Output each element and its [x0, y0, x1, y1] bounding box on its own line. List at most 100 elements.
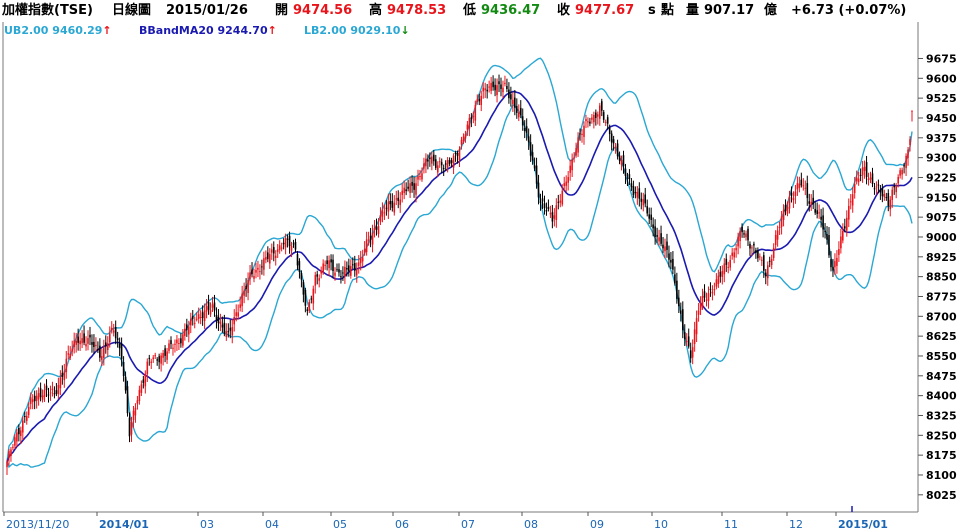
candle-body	[124, 377, 127, 391]
candle-body	[330, 259, 332, 263]
candle-body	[848, 205, 850, 220]
candle-body	[273, 247, 275, 254]
candle-body	[666, 241, 668, 250]
candle-body	[792, 197, 795, 201]
candle-body	[784, 205, 787, 212]
candle-body	[610, 133, 613, 143]
candle-body	[425, 158, 427, 167]
candle-body	[140, 384, 143, 393]
candle-body	[650, 214, 652, 220]
y-tick-label: 8025	[926, 489, 957, 502]
candle-body	[632, 186, 635, 195]
candle-body	[851, 194, 854, 206]
low-value: 9436.47	[481, 3, 541, 18]
candle-body	[158, 356, 160, 363]
candle-body	[871, 173, 874, 184]
y-tick-label: 9600	[926, 72, 957, 85]
candle-body	[678, 297, 680, 307]
candle-body	[59, 377, 62, 389]
candle-body	[415, 183, 417, 195]
candle-body	[658, 237, 660, 242]
legend-upper-band: UB2.00 9460.29↑	[4, 23, 112, 39]
candle-body	[745, 233, 747, 238]
candle-body	[790, 192, 793, 196]
candle-body	[298, 261, 301, 272]
candle-body	[361, 257, 364, 262]
candle-body	[859, 175, 862, 176]
candle-body	[338, 269, 340, 273]
candle-body	[579, 133, 581, 135]
candle-body	[318, 278, 320, 281]
candle-body	[383, 212, 386, 214]
candle-body	[324, 264, 326, 266]
candle-body	[723, 263, 726, 275]
candle-body	[85, 344, 87, 347]
candle-body	[812, 197, 814, 205]
candle-body	[680, 310, 682, 314]
y-tick-label: 9675	[926, 52, 957, 65]
candle-body	[814, 209, 816, 213]
candle-body	[885, 197, 888, 198]
candle-body	[431, 156, 433, 164]
candle-body	[168, 343, 170, 351]
candle-body	[110, 327, 113, 331]
candle-body	[788, 197, 791, 209]
candle-body	[413, 183, 415, 190]
candle-body	[93, 341, 95, 347]
candle-body	[490, 83, 492, 91]
candle-body	[510, 94, 512, 100]
candle-body	[310, 298, 313, 300]
candle-body	[241, 293, 243, 307]
candle-body	[846, 217, 848, 231]
candle-body	[743, 233, 745, 235]
candle-body	[842, 230, 844, 241]
candle-body	[573, 157, 575, 159]
candle-body	[561, 190, 564, 205]
candle-body	[87, 338, 89, 344]
candle-body	[114, 327, 117, 339]
candle-body	[259, 271, 261, 273]
candle-body	[883, 194, 886, 198]
candle-body	[591, 117, 593, 120]
candle-body	[152, 357, 154, 360]
y-tick-label: 9375	[926, 132, 957, 145]
candle-body	[138, 389, 141, 401]
candle-body	[452, 155, 455, 168]
candle-body	[190, 318, 192, 326]
candle-body	[571, 159, 573, 171]
candle-body	[759, 256, 761, 258]
candle-body	[53, 393, 56, 395]
candle-body	[707, 293, 710, 302]
candle-body	[504, 82, 506, 84]
candle-body	[589, 121, 591, 124]
candle-body	[99, 345, 101, 358]
candle-body	[336, 269, 338, 271]
candle-body	[541, 198, 544, 202]
candle-body	[709, 288, 712, 290]
candle-body	[12, 446, 14, 448]
candle-body	[73, 340, 75, 347]
candle-body	[387, 201, 390, 212]
candle-body	[136, 400, 139, 404]
candle-body	[225, 331, 228, 337]
candle-body	[798, 183, 801, 188]
candle-body	[282, 242, 285, 245]
candle-body	[877, 184, 880, 186]
candle-body	[223, 322, 226, 334]
candle-body	[105, 342, 107, 346]
candle-body	[616, 143, 619, 157]
high-label: 高	[369, 3, 383, 18]
y-tick-label: 8850	[926, 271, 957, 284]
candle-body	[824, 231, 826, 232]
x-tick-label: 2013/11/20	[6, 518, 69, 531]
candle-body	[755, 250, 757, 253]
candle-body	[725, 258, 728, 265]
candle-body	[656, 235, 658, 237]
candle-body	[478, 98, 481, 102]
candle-body	[41, 395, 44, 400]
y-tick-label: 9525	[926, 92, 957, 105]
candle-body	[638, 188, 641, 199]
candle-body	[357, 262, 360, 266]
y-tick-label: 9000	[926, 231, 957, 244]
candle-body	[559, 200, 562, 203]
